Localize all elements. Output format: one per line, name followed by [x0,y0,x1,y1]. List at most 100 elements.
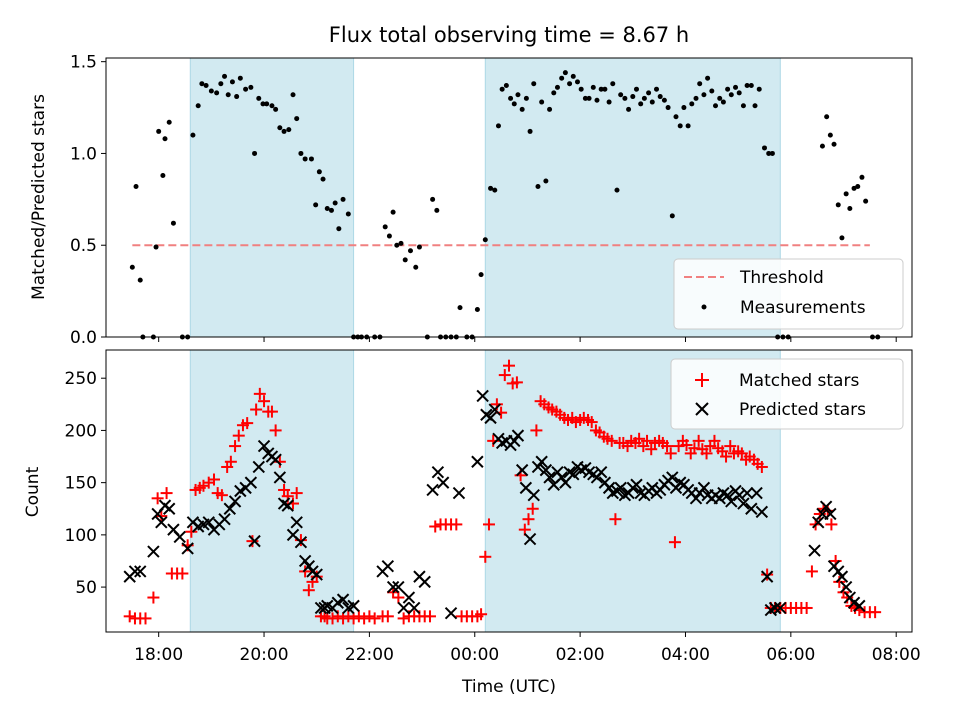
predicted-star-marker [397,601,410,615]
predicted-star-marker [812,516,825,529]
legend-threshold-label: Threshold [739,268,824,288]
legend-predicted-swatch [695,402,709,416]
x-tick-label: 06:00 [766,645,815,665]
measurement-point [527,128,533,134]
predicted-star-marker [515,463,529,477]
measurement-point [756,86,762,92]
predicted-star-marker [381,559,395,573]
measurement-point [574,79,580,85]
measurement-point [744,83,750,89]
matched-star-marker [585,416,598,429]
measurement-point [855,183,861,189]
predicted-star-marker [824,507,837,521]
predicted-star-marker [336,593,350,606]
measurement-point [578,86,584,92]
measurement-point [654,86,660,92]
measurement-point [332,200,338,206]
predicted-star-marker [290,516,303,529]
measurement-point [535,183,541,189]
bottom-plot-frame [105,349,913,633]
measurement-point [681,105,687,111]
measurement-point [673,114,679,120]
matched-star-marker [800,601,813,614]
measurement-point [649,99,655,105]
measurement-point [345,211,351,217]
measurement-point [166,119,172,125]
measurement-point [269,103,275,109]
predicted-star-marker [740,486,754,500]
measurement-point [827,132,833,138]
predicted-star-marker [431,465,445,479]
y-tick-label: 1.0 [70,144,97,164]
predicted-star-marker [418,575,431,589]
measurement-point [835,202,841,208]
matched-star-marker [368,612,381,625]
matched-star-marker [668,536,681,549]
measurement-point [515,92,521,98]
measurement-point [234,94,240,100]
measurement-point [336,226,342,232]
measurement-point [733,84,739,90]
top-y-axis-label: Matched/Predicted stars [29,94,49,300]
matched-star-marker [185,525,198,538]
matched-star-marker [258,395,271,408]
predicted-star-marker [134,565,147,578]
matched-star-marker [692,434,705,447]
predicted-star-marker [835,570,849,583]
matched-star-marker [761,568,774,581]
matched-star-marker [232,429,245,442]
matched-star-marker [278,483,291,496]
shaded-span [189,349,355,633]
x-tick-label: 02:00 [556,645,605,665]
predicted-star-marker [555,471,568,484]
bottom-y-ticks: 50 100 150 200 250 [65,369,106,598]
predicted-star-marker [173,530,186,544]
measurement-point [736,90,742,96]
measurement-point [641,95,647,101]
predicted-star-marker [436,476,450,489]
measurement-point [252,150,258,156]
matched-star-marker [429,520,442,533]
matched-star-marker [207,473,220,486]
matched-star-marker [724,440,737,453]
predicted-star-marker [602,481,616,495]
x-tick-label: 22:00 [345,645,394,665]
bottom-panel: 50 100 150 200 250 18:00 20:00 22:00 00:00 02:00… [23,349,921,697]
measurement-point [689,101,695,107]
matched-star-marker [708,434,721,447]
predicted-star-marker [697,481,711,495]
matched-star-marker [290,487,303,500]
measurement-point [646,90,652,96]
predicted-star-marker [511,429,525,442]
measurement-point [328,207,334,213]
matched-star-marker [479,550,492,563]
matched-star-marker [253,387,266,400]
measurement-point [488,185,494,191]
predicted-star-marker [543,471,556,484]
measurement-point [503,83,509,89]
matched-star-marker [147,591,160,604]
measurement-point [590,84,596,90]
measurement-point [531,81,537,87]
measurement-point [195,103,201,109]
y-tick-label: 150 [65,474,97,494]
matched-star-marker [633,432,646,445]
measurement-point [717,95,723,101]
measurement-point [705,75,711,81]
measurement-point [434,207,440,213]
matched-star-marker [265,405,278,418]
y-tick-label: 0.5 [70,236,97,256]
predicted-star-marker [444,606,458,620]
predicted-star-marker [808,544,821,557]
predicted-star-marker [392,580,405,594]
measurement-point [153,244,159,250]
matched-star-marker [299,565,312,578]
predicted-star-marker [853,599,866,613]
measurement-point [543,178,549,184]
matched-star-marker [605,434,618,447]
measurement-point [133,183,139,189]
matched-star-marker [609,513,622,526]
matched-star-marker [381,610,394,623]
measurement-point [492,187,498,193]
measurement-point [602,86,608,92]
